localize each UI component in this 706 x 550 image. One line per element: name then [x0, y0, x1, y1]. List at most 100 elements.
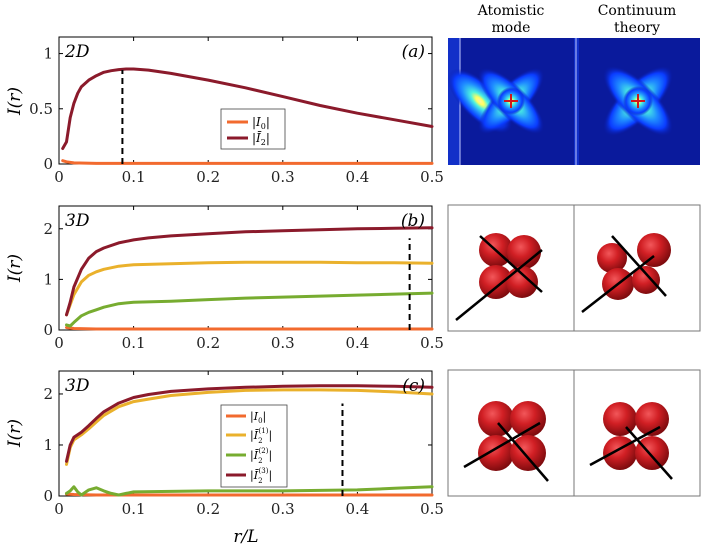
y-axis-label-b: I(r)	[5, 254, 25, 283]
y-tick-label: 2	[43, 385, 53, 403]
header-line-1: Atomistic	[477, 3, 545, 19]
x-tick-label: 0.5	[420, 500, 444, 518]
series-line-I0	[61, 159, 434, 165]
x-tick-label: 0.5	[420, 168, 444, 186]
panel-letter: (c)	[402, 376, 425, 396]
blob-axis	[625, 426, 673, 480]
blob-axis	[589, 425, 661, 467]
blob-lobe	[510, 435, 546, 471]
legend-a: |I0| |Ī2|	[220, 108, 286, 150]
series-line-I2_3	[65, 226, 434, 317]
panel-dimension-label: 3D	[65, 211, 90, 231]
series-line-I2	[61, 67, 434, 150]
x-tick-label: 0.2	[196, 168, 220, 186]
legend-box	[220, 404, 288, 488]
blob-lobe	[603, 402, 637, 436]
blob-panel-b	[447, 204, 701, 332]
y-axis-label-c: I(r)	[5, 419, 25, 448]
panel-letter: (b)	[401, 211, 425, 231]
axis-ticks: 0 0.1 0.2 0.3 0.4 0.5 0 0.5 1	[29, 37, 444, 186]
heatmap-petals	[447, 67, 545, 135]
series-lines	[65, 384, 434, 497]
x-tick-label: 0.4	[345, 168, 369, 186]
x-tick-label: 0.3	[271, 168, 295, 186]
x-tick-label: 0	[54, 334, 64, 352]
axis-ticks: 0 0.1 0.2 0.3 0.4 0.5 0 1 2	[43, 206, 444, 352]
ylabel-text: I(r)	[5, 419, 25, 448]
blob-axis	[479, 235, 543, 293]
legend-label-I2: |Ī2|	[252, 130, 270, 147]
blob-lobe	[507, 235, 541, 269]
series-lines	[61, 67, 434, 165]
x-tick-label: 0.1	[122, 168, 146, 186]
plot-frame	[58, 205, 433, 331]
x-axis-label: r/L	[233, 527, 258, 547]
legend-label-I0: |I0|	[252, 115, 270, 131]
x-tick-label: 0.4	[345, 334, 369, 352]
x-tick-label: 0.3	[271, 334, 295, 352]
svg-text:I(r): I(r)	[5, 254, 25, 283]
x-tick-label: 0	[54, 168, 64, 186]
ylabel-text: I(r)	[5, 87, 25, 116]
y-tick-label: 0	[43, 155, 53, 173]
legend-c: |I0| |Ī2(1)| |Ī2(2)| |Ī2(3)|	[220, 404, 288, 488]
svg-text:I(r): I(r)	[5, 419, 25, 448]
y-tick-label: 0	[43, 321, 53, 339]
panel-a: 0 0.1 0.2 0.3 0.4 0.5 0 0.5 1 2D (a) |I0| |Ī2|	[29, 36, 444, 186]
series-line-I2_2	[65, 291, 434, 328]
heatmap-continuum	[574, 38, 700, 165]
x-tick-label: 0.1	[122, 334, 146, 352]
y-tick-label: 1	[43, 45, 53, 63]
series-line-I2_1	[65, 388, 434, 466]
panel-c: 0 0.1 0.2 0.3 0.4 0.5 0 1 2 3D (c) |I0| |Ī2(1)| …	[43, 370, 444, 518]
blob-lobe	[510, 401, 546, 437]
blob-lobe	[597, 243, 627, 273]
header-line-2: mode	[492, 20, 531, 36]
blob-lobe	[479, 265, 513, 299]
panel-dimension-label: 3D	[65, 376, 90, 396]
svg-text:I(r): I(r)	[5, 87, 25, 116]
blob-lobe	[637, 233, 671, 267]
x-tick-label: 0.2	[196, 334, 220, 352]
heatmap-petals	[603, 66, 673, 136]
legend-box	[220, 108, 286, 150]
blob-lobe	[635, 402, 669, 436]
blob-axis	[611, 235, 667, 297]
series-line-I0	[65, 492, 434, 497]
blob-axis	[497, 422, 549, 482]
y-tick-label: 0.5	[29, 100, 53, 118]
x-tick-label: 0.2	[196, 500, 220, 518]
heatmap-atomistic	[447, 38, 574, 165]
blob-lobe	[635, 436, 669, 470]
blob-lobe	[632, 266, 660, 294]
y-tick-label: 0	[43, 487, 53, 505]
x-tick-label: 0.5	[420, 334, 444, 352]
header-line-2: theory	[614, 20, 660, 36]
ylabel-text: I(r)	[5, 254, 25, 283]
blob-lobe	[478, 401, 514, 437]
y-tick-label: 1	[43, 436, 53, 454]
x-tick-label: 0.4	[345, 500, 369, 518]
panel-b: 0 0.1 0.2 0.3 0.4 0.5 0 1 2 3D (b)	[43, 205, 444, 352]
blob-panel-c	[447, 369, 701, 497]
x-tick-label: 0	[54, 500, 64, 518]
panel-dimension-label: 2D	[64, 42, 90, 62]
blob-atomistic	[455, 233, 543, 321]
blob-axis	[463, 421, 541, 469]
blob-atomistic	[463, 401, 549, 482]
header-line-1: Continuum	[598, 3, 677, 19]
y-axis-label-a: I(r)	[5, 87, 25, 116]
y-tick-label: 1	[43, 270, 53, 288]
blob-axis	[581, 255, 655, 313]
axis-ticks: 0 0.1 0.2 0.3 0.4 0.5 0 1 2	[43, 371, 444, 518]
column-header-continuum: Continuum theory	[598, 3, 677, 36]
blob-axis	[455, 249, 543, 321]
blob-continuum	[581, 233, 671, 313]
series-line-I0	[65, 326, 434, 331]
blob-lobe	[506, 266, 538, 298]
legend-label-I0: |I0|	[250, 410, 266, 425]
series-line-I2_2	[65, 485, 434, 497]
series-line-I2_1	[65, 260, 434, 317]
panel-letter: (a)	[402, 42, 425, 62]
